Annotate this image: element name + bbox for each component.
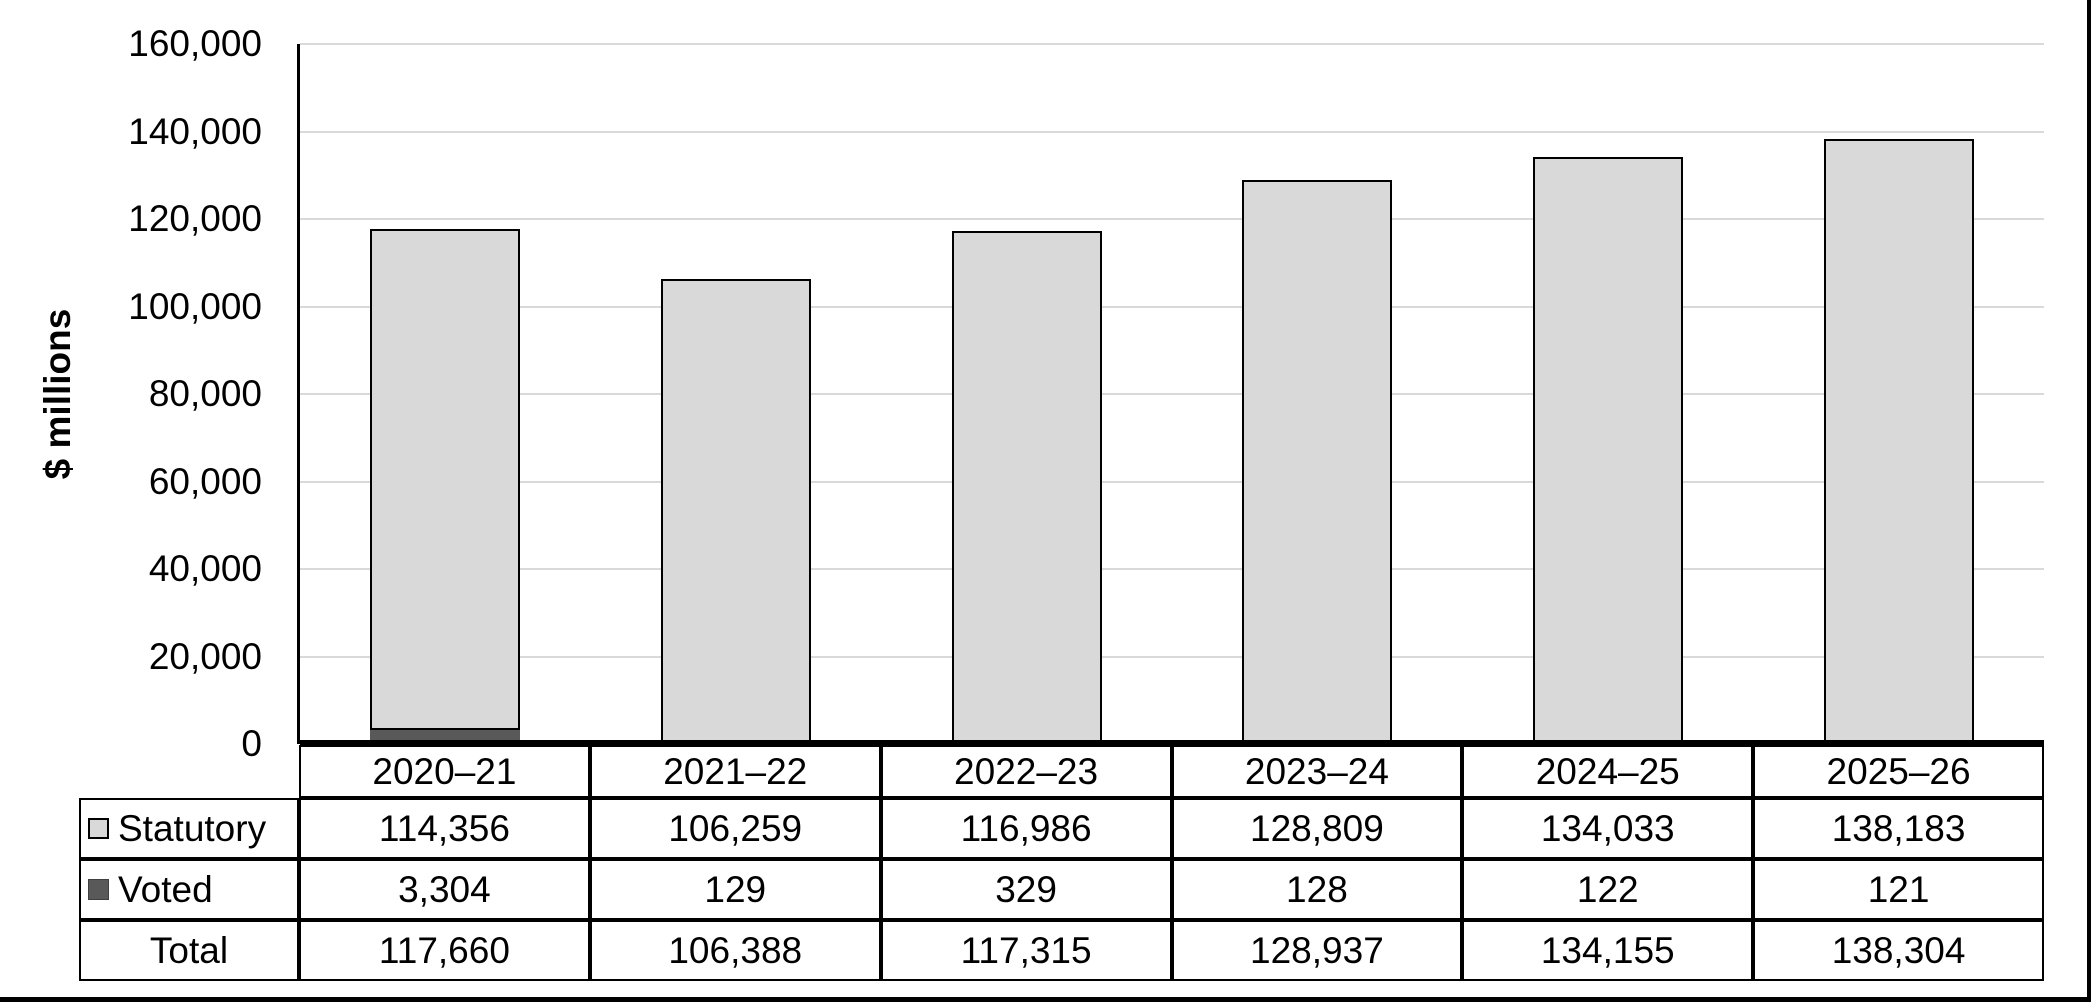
gridline — [300, 655, 2044, 658]
table-value-cell: 128,937 — [1171, 920, 1463, 981]
gridline — [300, 218, 2044, 220]
y-tick-label: 160,000 — [128, 23, 262, 64]
data-table: 2020–21 2021–22 2022–23 2023–24 2024–25 2025–… — [79, 745, 2044, 981]
y-tick-label: 100,000 — [128, 285, 262, 327]
table-value-cell: 134,033 — [1462, 798, 1754, 859]
legend-swatch-statutory — [88, 818, 109, 839]
table-value-cell: 129 — [589, 859, 881, 920]
table-header-year: 2021–22 — [589, 745, 881, 798]
legend-swatch-voted — [88, 879, 109, 900]
bar-segment-statutory-2023–24 — [1242, 179, 1393, 744]
y-axis-line — [297, 44, 300, 744]
gridline — [300, 305, 2044, 308]
table-header-year: 2020–21 — [299, 745, 590, 798]
y-tick-label: 20,000 — [148, 635, 262, 677]
table-value-cell: 121 — [1753, 859, 2044, 920]
bar-segment-statutory-2025–26 — [1823, 138, 1974, 744]
y-tick-label: 0 — [241, 723, 262, 764]
figure-bottom-border — [0, 997, 2091, 1002]
y-tick-label: 60,000 — [148, 460, 262, 502]
table-value-cell: 114,356 — [299, 798, 590, 859]
table-value-cell: 134,155 — [1462, 920, 1754, 981]
bar-segment-statutory-2024–25 — [1533, 157, 1683, 744]
table-value-cell: 116,986 — [880, 798, 1172, 859]
gridline — [300, 480, 2044, 483]
table-value-cell: 106,259 — [589, 798, 881, 859]
table-header-year: 2022–23 — [880, 745, 1172, 798]
table-value-cell: 138,183 — [1753, 798, 2044, 859]
table-header-year: 2025–26 — [1753, 745, 2044, 798]
table-value-cell: 117,315 — [880, 920, 1172, 981]
table-row-label-total: Total — [79, 920, 299, 981]
y-tick-label: 40,000 — [148, 548, 262, 589]
row-label-text: Total — [149, 929, 229, 971]
y-tick-label: 80,000 — [148, 373, 262, 414]
bar-segment-statutory-2021–22 — [661, 278, 811, 744]
table-header-year: 2024–25 — [1462, 745, 1754, 798]
x-axis-line — [300, 740, 2044, 747]
table-value-cell: 106,388 — [589, 920, 881, 981]
table-row-label-voted: Voted — [79, 859, 299, 920]
bar-segment-statutory-2020–21 — [370, 229, 521, 730]
y-tick-label: 140,000 — [128, 110, 262, 152]
y-tick-label: 120,000 — [128, 198, 262, 239]
row-label-text: Voted — [118, 868, 213, 910]
bar-segment-statutory-2022–23 — [951, 230, 1102, 743]
table-value-cell: 329 — [880, 859, 1172, 920]
gridline — [300, 568, 2044, 570]
table-value-cell: 128 — [1171, 859, 1463, 920]
gridline — [300, 130, 2044, 133]
row-label-text: Statutory — [118, 807, 267, 849]
table-row-label-statutory: Statutory — [79, 798, 299, 859]
table-value-cell: 138,304 — [1753, 920, 2044, 981]
table-value-cell: 3,304 — [299, 859, 590, 920]
gridline — [300, 43, 2044, 45]
table-corner-blank — [79, 745, 299, 798]
gridline — [300, 393, 2044, 395]
table-value-cell: 117,660 — [299, 920, 590, 981]
figure-right-border — [2087, 0, 2091, 1002]
table-value-cell: 122 — [1462, 859, 1754, 920]
table-value-cell: 128,809 — [1171, 798, 1463, 859]
table-header-year: 2023–24 — [1171, 745, 1463, 798]
